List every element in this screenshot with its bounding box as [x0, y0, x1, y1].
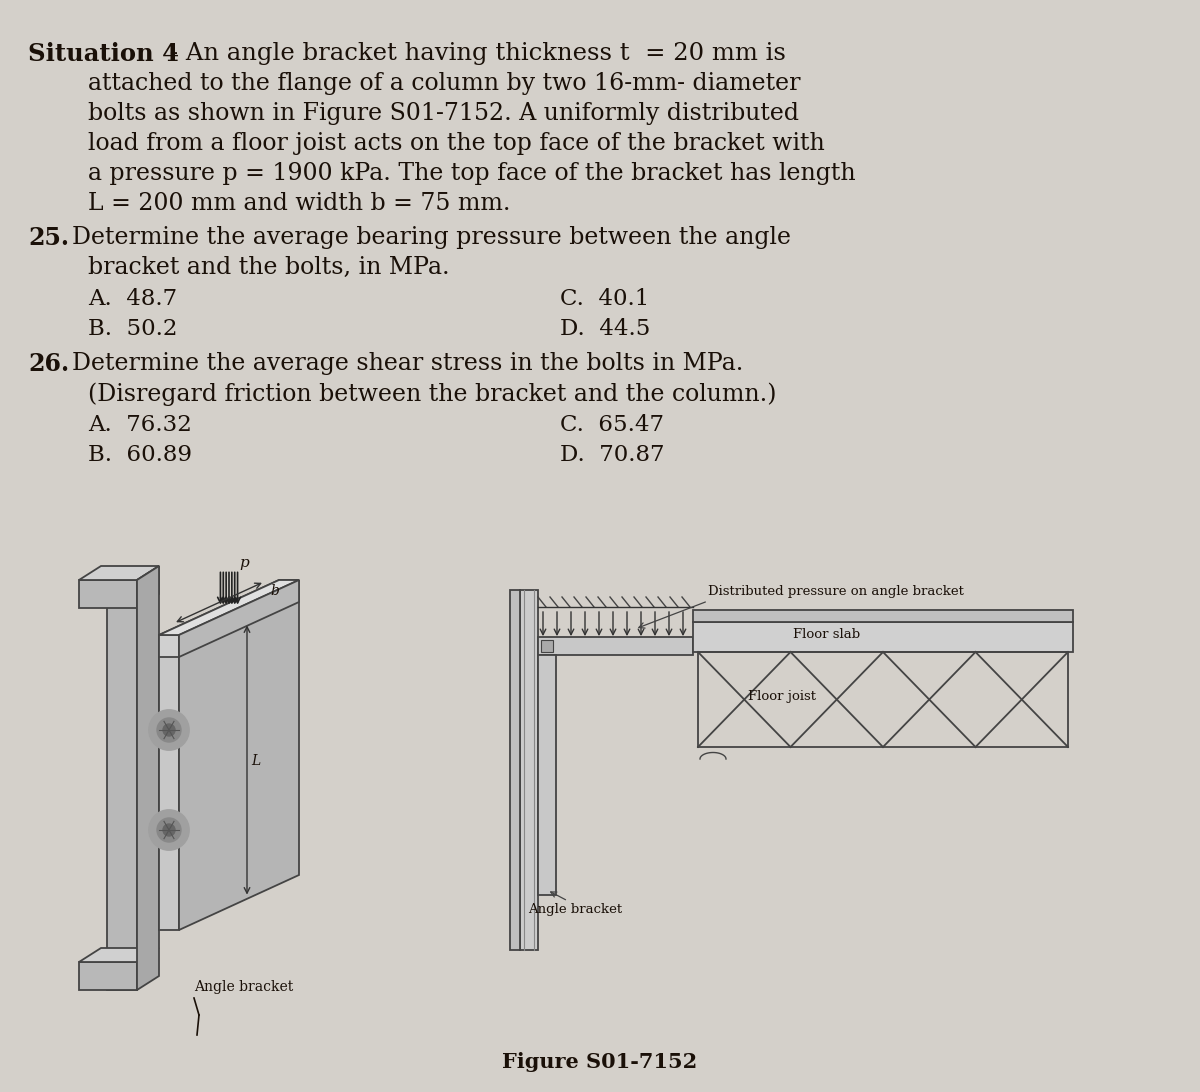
Text: Floor slab: Floor slab: [793, 628, 860, 641]
Bar: [538, 637, 694, 655]
Polygon shape: [158, 636, 179, 657]
Text: p: p: [239, 556, 248, 570]
Circle shape: [157, 719, 181, 741]
Polygon shape: [179, 580, 299, 657]
Text: bolts as shown in Figure S01-7152. A uniformly distributed: bolts as shown in Figure S01-7152. A uni…: [88, 102, 799, 124]
Bar: [510, 590, 520, 950]
Text: bracket and the bolts, in MPa.: bracket and the bolts, in MPa.: [88, 256, 450, 278]
Polygon shape: [137, 566, 158, 608]
Circle shape: [149, 810, 190, 850]
Text: Determine the average shear stress in the bolts in MPa.: Determine the average shear stress in th…: [72, 352, 743, 375]
Polygon shape: [79, 566, 158, 580]
Text: b: b: [271, 583, 280, 597]
Circle shape: [163, 824, 175, 836]
Text: L = 200 mm and width b = 75 mm.: L = 200 mm and width b = 75 mm.: [88, 192, 510, 215]
Polygon shape: [79, 580, 137, 608]
Text: C.  65.47: C. 65.47: [560, 414, 664, 436]
Text: Angle bracket: Angle bracket: [194, 980, 293, 994]
Text: D.  44.5: D. 44.5: [560, 318, 650, 340]
Text: load from a floor joist acts on the top face of the bracket with: load from a floor joist acts on the top …: [88, 132, 824, 155]
Text: - An angle bracket having thickness t  = 20 mm is: - An angle bracket having thickness t = …: [162, 41, 786, 66]
Bar: [541, 640, 553, 652]
Text: Distributed pressure on angle bracket: Distributed pressure on angle bracket: [708, 585, 964, 598]
Text: a pressure p = 1900 kPa. The top face of the bracket has length: a pressure p = 1900 kPa. The top face of…: [88, 162, 856, 185]
Bar: [694, 610, 1073, 622]
Text: Situation 4: Situation 4: [28, 41, 179, 66]
Text: Angle bracket: Angle bracket: [528, 903, 622, 916]
Text: L: L: [251, 753, 260, 768]
Polygon shape: [158, 580, 299, 636]
Text: Determine the average bearing pressure between the angle: Determine the average bearing pressure b…: [72, 226, 791, 249]
Text: Floor joist: Floor joist: [748, 690, 816, 703]
Text: A.  76.32: A. 76.32: [88, 414, 192, 436]
Text: Figure S01-7152: Figure S01-7152: [503, 1052, 697, 1072]
Bar: [538, 655, 556, 895]
Polygon shape: [79, 948, 158, 962]
Text: attached to the flange of a column by two 16-mm- diameter: attached to the flange of a column by tw…: [88, 72, 800, 95]
Circle shape: [157, 818, 181, 842]
Circle shape: [149, 710, 190, 750]
Text: A.  48.7: A. 48.7: [88, 288, 178, 310]
Text: D.  70.87: D. 70.87: [560, 444, 665, 466]
Text: 25.: 25.: [28, 226, 70, 250]
Text: C.  40.1: C. 40.1: [560, 288, 649, 310]
Polygon shape: [107, 580, 137, 990]
Text: (Disregard friction between the bracket and the column.): (Disregard friction between the bracket …: [88, 382, 776, 405]
Bar: [520, 590, 538, 950]
Text: 26.: 26.: [28, 352, 70, 376]
Polygon shape: [179, 580, 299, 930]
Text: B.  50.2: B. 50.2: [88, 318, 178, 340]
Polygon shape: [158, 636, 179, 930]
Polygon shape: [79, 962, 137, 990]
Polygon shape: [158, 580, 299, 636]
Bar: [694, 622, 1073, 652]
Circle shape: [163, 724, 175, 736]
Text: B.  60.89: B. 60.89: [88, 444, 192, 466]
Polygon shape: [137, 566, 158, 990]
